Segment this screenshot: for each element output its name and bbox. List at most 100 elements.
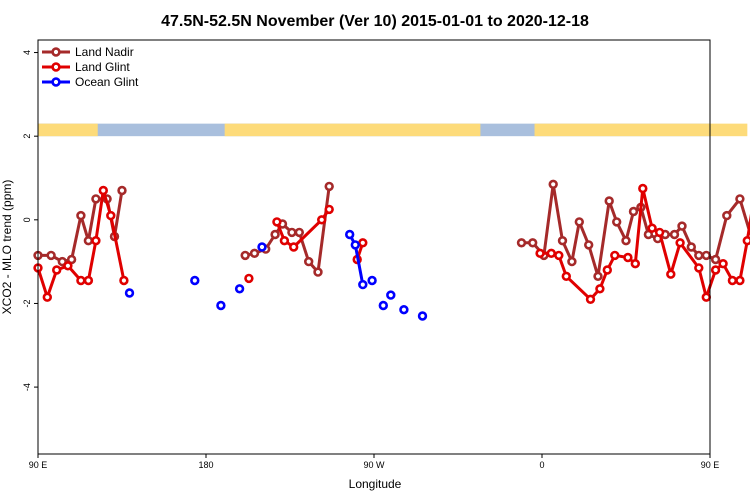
land-glint-point: [358, 238, 368, 248]
land-glint-point: [279, 236, 290, 246]
land-band-segment-0: [38, 123, 98, 137]
land-nadir-point: [669, 229, 680, 240]
legend-label-land-glint: Land Glint: [75, 60, 130, 74]
land-nadir-point: [574, 217, 584, 227]
land-nadir-point: [735, 194, 745, 204]
land-glint-point: [83, 275, 94, 286]
chart-title: 47.5N-52.5N November (Ver 10) 2015-01-01…: [161, 13, 589, 30]
legend-label-land-nadir: Land Nadir: [75, 45, 134, 59]
land-glint-point: [654, 227, 665, 238]
ocean-glint-point: [216, 300, 226, 311]
land-nadir-point: [91, 194, 101, 204]
land-nadir-point: [516, 238, 527, 248]
land-nadir-point: [76, 210, 86, 221]
land-glint-point: [610, 250, 620, 261]
land-nadir-point: [677, 221, 687, 231]
land-nadir-point: [722, 210, 732, 221]
land-nadir-point: [701, 250, 711, 261]
land-glint-point: [535, 248, 545, 259]
land-nadir-point: [643, 229, 654, 240]
land-glint-point: [735, 275, 745, 286]
land-glint-point: [638, 183, 648, 194]
land-nadir-point: [628, 206, 639, 217]
land-glint-point: [675, 238, 685, 248]
ocean-glint-point: [399, 305, 409, 315]
x-axis: 90 E 180 90 W 0 90 E: [29, 454, 720, 470]
land-nadir-point: [287, 227, 297, 238]
land-glint-point: [106, 210, 116, 221]
land-nadir-point: [583, 240, 594, 250]
land-band-segment-1: [224, 123, 481, 137]
land-nadir-point: [710, 254, 721, 265]
x-tick-label: 180: [198, 460, 213, 470]
land-nadir-point: [621, 236, 631, 246]
land-glint-point: [324, 204, 334, 215]
land-nadir-point: [46, 250, 56, 261]
land-glint-point: [51, 265, 62, 275]
ocean-glint-point: [417, 311, 428, 321]
land-glint-point: [710, 265, 721, 275]
land-glint-point: [742, 236, 750, 246]
land-glint-point: [647, 223, 657, 233]
land-glint-point: [602, 265, 612, 275]
y-tick-label: -4: [22, 383, 32, 391]
land-glint-point: [585, 294, 596, 304]
x-tick-label: 0: [539, 460, 544, 470]
x-tick-label: 90 W: [363, 460, 385, 470]
land-glint-point: [630, 259, 640, 269]
land-glint-point: [554, 250, 564, 261]
legend-swatch-marker: [51, 62, 61, 72]
y-axis-label: XCO2 - MLO trend (ppm): [0, 180, 14, 315]
land-nadir-point: [604, 196, 614, 206]
land-glint-point: [42, 292, 52, 302]
land-glint-point: [119, 275, 129, 286]
land-nadir-point: [694, 250, 704, 261]
ocean-glint-point: [358, 279, 368, 290]
land-glint-point: [98, 185, 109, 196]
land-glint-point: [317, 215, 327, 225]
land-nadir-point: [557, 236, 568, 246]
land-glint-point: [546, 248, 556, 259]
plot-frame: [37, 39, 711, 455]
land-nadir-point: [567, 256, 577, 267]
x-axis-label: Longitude: [349, 477, 402, 491]
land-glint-point: [63, 261, 73, 271]
land-nadir-point: [611, 217, 622, 227]
ocean-glint-point: [367, 275, 377, 286]
x-tick-label: 90 E: [701, 460, 720, 470]
x-tick-label: 90 E: [29, 460, 48, 470]
ocean-glint-point: [257, 242, 267, 252]
land-nadir-point: [593, 271, 603, 281]
land-band-segment-2: [534, 123, 748, 137]
land-nadir-point: [83, 236, 94, 246]
y-tick-label: -2: [22, 299, 32, 307]
land-nadir-point: [66, 254, 77, 265]
ocean-glint-point: [345, 229, 355, 240]
land-nadir-point: [249, 248, 260, 259]
land-mask-band: [38, 123, 748, 137]
y-axis: 4 2 0 -2 -4: [22, 50, 38, 391]
land-glint-point: [289, 242, 299, 252]
ocean-glint-point: [124, 288, 135, 298]
ocean-glint-point: [190, 275, 200, 286]
land-glint-point: [666, 269, 676, 279]
y-tick-label: 4: [22, 50, 32, 55]
land-nadir-point: [294, 227, 304, 238]
land-glint-point: [272, 217, 282, 227]
land-glint-point: [91, 236, 101, 246]
land-nadir-point: [313, 267, 323, 277]
land-glint-point: [727, 275, 738, 286]
land-glint-point: [701, 292, 711, 302]
ocean-glint-point: [386, 290, 396, 300]
land-glint-point: [718, 259, 728, 269]
land-nadir-line: [244, 186, 331, 274]
series-group: [33, 179, 750, 321]
land-nadir-point: [240, 250, 250, 261]
land-glint-point: [623, 252, 633, 263]
land-nadir-point: [324, 181, 334, 192]
land-nadir-point: [686, 242, 696, 252]
land-nadir-point: [117, 185, 127, 196]
land-nadir-point: [527, 238, 538, 248]
land-glint-point: [76, 275, 86, 286]
